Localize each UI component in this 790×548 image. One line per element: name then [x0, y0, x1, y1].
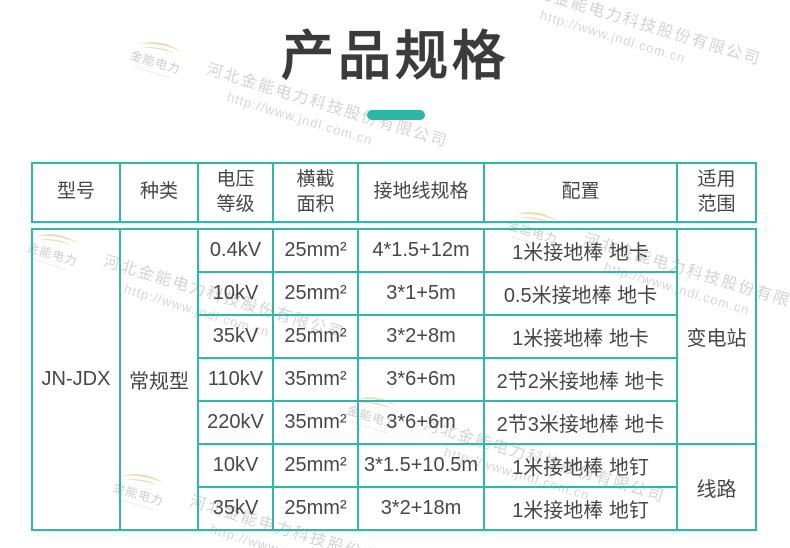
table-row: 10kV 25mm² 3*1+5m 0.5米接地棒 地卡 [32, 271, 756, 316]
table-row: 35kV 25mm² 3*2+8m 1米接地棒 地卡 [32, 314, 756, 359]
table-row: 10kV 25mm² 3*1.5+10.5m 1米接地棒 地钉 线路 [32, 443, 757, 531]
cell-voltage: 35kV [197, 314, 274, 359]
cell-scope-line: 线路 [676, 443, 757, 531]
cell-model: JN-JDX [31, 228, 121, 531]
header-model: 型号 [31, 162, 121, 223]
cell-voltage: 10kV [197, 271, 274, 316]
cell-spec: 3*1.5+10.5m [357, 443, 485, 488]
cell-config: 0.5米接地棒 地卡 [483, 271, 678, 316]
header-category: 种类 [119, 162, 199, 223]
header-area: 横截 面积 [272, 162, 359, 223]
cell-config: 2节3米接地棒 地卡 [483, 400, 678, 445]
cell-area: 25mm² [272, 271, 359, 316]
cell-area: 25mm² [272, 314, 359, 359]
cell-spec: 3*6+6m [357, 400, 485, 445]
cell-config: 1米接地棒 地钉 [483, 443, 678, 488]
cell-area: 25mm² [272, 443, 359, 488]
cell-category: 常规型 [119, 228, 199, 531]
header-spec: 接地线规格 [357, 162, 485, 223]
table-row: 35kV 25mm² 3*2+18m 1米接地棒 地钉 [32, 486, 756, 531]
cell-voltage: 35kV [197, 486, 274, 531]
cell-area: 25mm² [272, 228, 359, 273]
header-config: 配置 [483, 162, 678, 223]
cell-spec: 3*2+18m [357, 486, 485, 531]
cell-area: 35mm² [272, 400, 359, 445]
table-row: 110kV 35mm² 3*6+6m 2节2米接地棒 地卡 [32, 357, 756, 402]
header-scope: 适用 范围 [676, 162, 757, 223]
table-row: JN-JDX 常规型 0.4kV 25mm² 4*1.5+12m 1米接地棒 地… [31, 228, 757, 531]
cell-config: 2节2米接地棒 地卡 [483, 357, 678, 402]
cell-scope-substation: 变电站 [676, 228, 757, 445]
cell-spec: 3*6+6m [357, 357, 485, 402]
cell-voltage: 10kV [197, 443, 274, 488]
cell-voltage: 0.4kV [197, 228, 274, 273]
cell-voltage: 220kV [197, 400, 274, 445]
watermark-url: http://www.jndl.com.cn [225, 89, 375, 148]
spec-table-header: 型号 种类 电压 等级 横截 面积 接地线规格 配置 适用 范围 [31, 162, 757, 223]
cell-voltage: 110kV [197, 357, 274, 402]
cell-config: 1米接地棒 地卡 [483, 228, 678, 273]
page-title: 产品规格 [281, 27, 509, 86]
cell-spec: 3*2+8m [357, 314, 485, 359]
cell-spec: 3*1+5m [357, 271, 485, 316]
cell-area: 25mm² [272, 486, 359, 531]
cell-spec: 4*1.5+12m [357, 228, 485, 273]
spec-table-body: JN-JDX 常规型 0.4kV 25mm² 4*1.5+12m 1米接地棒 地… [31, 228, 757, 531]
header-row: 型号 种类 电压 等级 横截 面积 接地线规格 配置 适用 范围 [31, 162, 757, 223]
cell-config: 1米接地棒 地卡 [483, 314, 678, 359]
cell-area: 35mm² [272, 357, 359, 402]
header-voltage: 电压 等级 [197, 162, 274, 223]
cell-config: 1米接地棒 地钉 [483, 486, 678, 531]
title-underline [367, 110, 425, 120]
